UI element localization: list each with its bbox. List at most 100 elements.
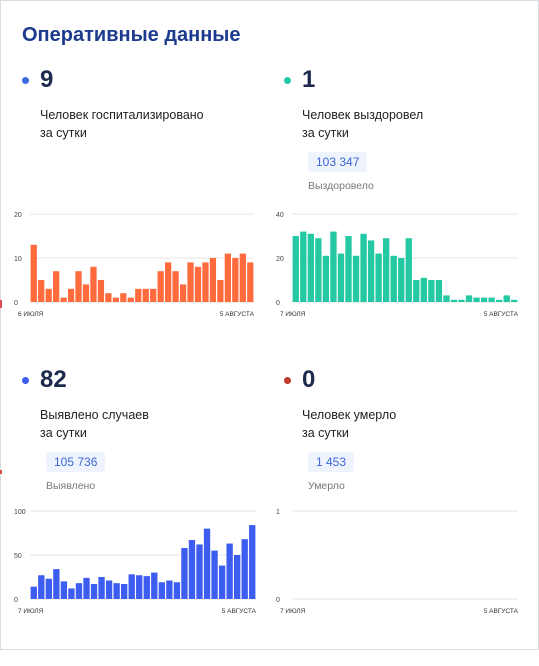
bar [307,233,314,302]
bar [83,577,90,599]
bar [105,580,113,599]
total-count-badge: 1 453 [308,452,355,472]
bar [120,293,127,302]
bar [413,280,420,302]
status-dot-icon [22,77,29,84]
bar [30,586,37,599]
y-tick-label: 0 [14,597,18,604]
bar [443,295,450,302]
bar [450,299,458,302]
bar [428,280,435,302]
bar [158,582,165,599]
daily-description: Человек госпитализировано за сутки [40,106,240,142]
bar [75,271,82,302]
bar [121,584,128,599]
y-tick-label: 50 [14,553,22,560]
daily-count: 9 [40,66,54,93]
bar [435,280,443,302]
description-line: Человек госпитализировано [40,108,204,122]
bar [75,583,83,599]
panel-recovered: 1 Человек выздоровел за сутки 103 347 Вы… [284,66,539,366]
bar [375,253,382,302]
bar [239,253,246,302]
bar [218,565,226,599]
bar [157,271,164,302]
bar [420,277,427,302]
y-tick-label: 100 [14,509,26,516]
bar [345,236,352,302]
y-tick-label: 20 [276,256,284,263]
bar [352,255,360,302]
bar [209,258,217,302]
x-tick-label: 6 ИЮЛЯ [18,311,44,318]
description-line: за сутки [302,426,349,440]
bar [511,299,518,302]
bar [98,577,105,599]
bar [496,299,503,302]
bar [113,583,120,599]
bar [337,253,345,302]
total-count-label: Выявлено [46,480,96,492]
bar [150,288,157,302]
bar [53,569,60,599]
bar [367,240,375,302]
bar [60,297,67,302]
bar [136,575,143,599]
description-line: Выявлено случаев [40,408,149,422]
bar [203,528,211,599]
bar [241,539,248,599]
bar [165,262,172,302]
total-count-badge: 103 347 [308,152,368,172]
y-tick-label: 0 [14,300,18,307]
x-tick-label: 7 ИЮЛЯ [18,608,44,615]
x-tick-label: 7 ИЮЛЯ [280,311,306,318]
bar [405,238,412,302]
bar [458,299,465,302]
bar [360,233,367,302]
bar [38,575,45,599]
daily-count: 0 [302,366,316,393]
bar [128,574,135,599]
bar [390,255,397,302]
bar [292,236,299,302]
daily-description: Человек выздоровел за сутки [302,106,502,142]
bar [67,288,75,302]
bar [330,231,337,302]
description-line: Человек выздоровел [302,108,424,122]
y-tick-label: 0 [276,597,280,604]
total-count-label: Выздоровело [308,180,374,192]
bar [166,580,173,599]
y-tick-label: 20 [14,212,22,219]
bar [473,297,480,302]
bar [196,544,203,599]
bar-chart: 100 50 07 ИЮЛЯ 5 АВГУСТА [14,509,257,615]
chart-hospitalized: 20 10 0 6 ИЮЛЯ 5 АВГУСТА [8,206,258,331]
daily-count: 1 [302,66,316,93]
bar [173,582,181,599]
bar [315,238,322,302]
bar [53,271,60,302]
description-line: за сутки [40,126,87,140]
y-tick-label: 0 [276,300,280,307]
description-line: за сутки [302,126,349,140]
x-tick-label: 5 АВГУСТА [484,311,519,318]
bar [179,284,187,302]
bar [60,581,68,599]
bar [217,280,224,302]
y-tick-label: 10 [14,256,22,263]
edge-marker [0,470,2,474]
bar [503,295,510,302]
daily-count: 82 [40,366,67,393]
panel-hospitalized: 9 Человек госпитализировано за сутки [22,66,282,366]
bar [68,588,75,599]
bar [211,550,218,599]
status-dot-icon [22,377,29,384]
bar [90,266,97,302]
bar [151,572,158,599]
panel-detected: 82 Выявлено случаев за сутки 105 736 Выя… [22,366,282,666]
bar [234,555,241,599]
bar [232,258,239,302]
bar [38,280,45,302]
bar [465,295,473,302]
